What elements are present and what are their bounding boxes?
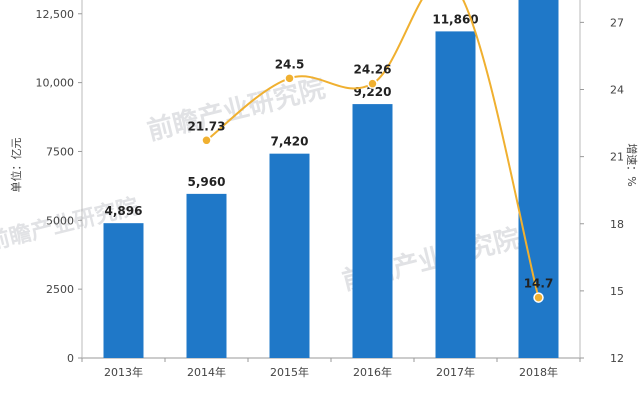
y-right-tick-label: 21	[610, 151, 624, 164]
y-right-tick-label: 12	[610, 352, 624, 365]
y-right-tick-label: 24	[610, 84, 624, 97]
growth-rate-label: 24.26	[354, 63, 392, 77]
bar	[352, 104, 393, 358]
y-axis-title: 单位：亿元	[9, 138, 23, 193]
bar	[269, 153, 310, 358]
growth-rate-point	[367, 78, 378, 89]
growth-rate-point	[201, 135, 212, 146]
x-tick-label: 2018年	[519, 365, 558, 379]
y-tick-label: 12,500	[36, 8, 75, 21]
y-tick-label: 0	[67, 352, 74, 365]
growth-rate-point	[533, 292, 544, 303]
growth-rate-label: 24.5	[275, 57, 305, 71]
y-tick-label: 7500	[46, 145, 74, 158]
x-tick-label: 2015年	[270, 365, 309, 379]
bar	[186, 193, 227, 358]
y-right-axis-title: 增速：%	[625, 143, 639, 186]
bar	[518, 0, 559, 359]
x-tick-label: 2017年	[436, 365, 475, 379]
growth-rate-label: 14.7	[524, 277, 554, 291]
bar-data-label: 9,220	[354, 85, 392, 99]
y-tick-label: 5000	[46, 214, 74, 227]
growth-rate-point	[284, 73, 295, 84]
bar-data-label: 11,860	[432, 12, 478, 26]
growth-rate-line	[205, 0, 540, 298]
y-tick-label: 2500	[46, 283, 74, 296]
bar-data-label: 5,960	[188, 175, 226, 189]
bar	[435, 31, 476, 358]
bar-data-label: 7,420	[271, 135, 309, 149]
x-tick-label: 2016年	[353, 365, 392, 379]
bar	[103, 223, 144, 358]
y-tick-label: 10,000	[36, 77, 75, 90]
growth-rate-label: 21.73	[188, 119, 226, 133]
y-right-tick-label: 18	[610, 218, 624, 231]
y-right-tick-label: 15	[610, 285, 624, 298]
y-right-tick-label: 27	[610, 16, 624, 29]
bar-data-label: 4,896	[105, 204, 143, 218]
x-tick-label: 2014年	[187, 365, 226, 379]
x-tick-label: 2013年	[104, 365, 143, 379]
